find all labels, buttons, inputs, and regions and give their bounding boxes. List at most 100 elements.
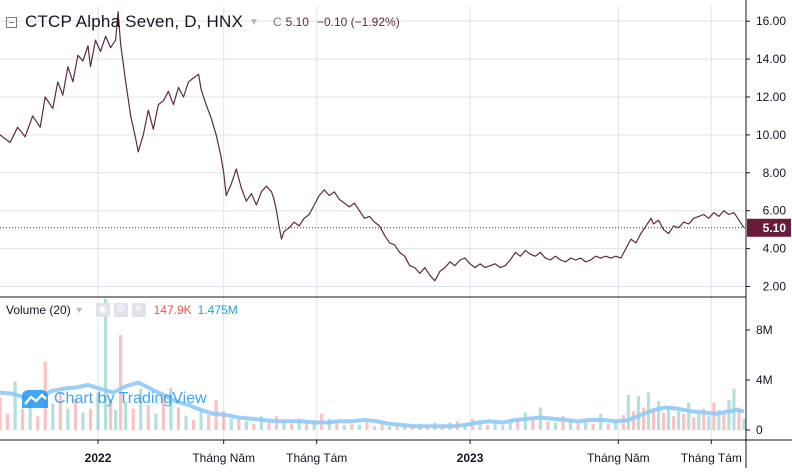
- volume-bar: [661, 412, 666, 430]
- volume-ma-value: 1.475M: [197, 303, 238, 317]
- volume-bar: [103, 298, 108, 430]
- volume-bar: [146, 405, 150, 430]
- symbol-title[interactable]: CTCP Alpha Seven, D, HNX: [25, 12, 244, 31]
- volume-bar: [591, 423, 595, 430]
- volume-bar: [606, 423, 610, 430]
- volume-bar: [677, 411, 681, 430]
- volume-bar: [282, 421, 286, 430]
- volume-bar: [727, 400, 731, 430]
- volume-bar: [222, 411, 226, 430]
- volume-bar: [342, 425, 346, 430]
- volume-bar: [553, 422, 558, 430]
- volume-bar: [626, 395, 630, 430]
- volume-bar: [478, 423, 482, 430]
- volume-bar: [737, 407, 741, 430]
- volume-bar: [692, 417, 696, 430]
- chevron-down-icon[interactable]: ▼: [249, 16, 259, 28]
- volume-bar: [207, 415, 211, 430]
- volume-bar: [21, 408, 25, 430]
- time-tick-label: 2023: [457, 451, 484, 465]
- last-price-label: 5.10: [763, 221, 787, 235]
- volume-bar: [410, 426, 414, 430]
- volume-bar: [576, 422, 580, 430]
- volume-bar: [114, 410, 118, 430]
- volume-bar: [244, 421, 248, 430]
- volume-bar: [108, 398, 113, 430]
- watermark-text: Chart by TradingView: [54, 390, 207, 407]
- volume-bar: [305, 422, 309, 430]
- volume-bar: [184, 416, 188, 430]
- volume-bar: [335, 422, 339, 430]
- close-icon[interactable]: ✕: [131, 303, 146, 317]
- last-price-badge: [747, 218, 791, 237]
- volume-ma-line: [0, 380, 745, 429]
- volume-bar: [636, 396, 641, 430]
- volume-bar: [742, 418, 746, 430]
- last-price-marker: 5.10: [0, 218, 791, 237]
- volume-bar: [697, 412, 701, 430]
- volume-bar: [531, 418, 535, 430]
- volume-bar: [229, 418, 233, 430]
- price-tick-label: 10.00: [756, 128, 786, 142]
- time-tick-label: Tháng Năm: [587, 451, 650, 465]
- volume-bar: [712, 402, 716, 430]
- volume-legend: Volume (20) ▼ ◉ ⚙ ✕ 147.9K 1.475M: [6, 303, 238, 317]
- volume-bar: [641, 407, 646, 430]
- price-tick-label: 6.00: [763, 204, 787, 218]
- volume-bar: [169, 387, 173, 430]
- volume-bar: [387, 426, 392, 430]
- change-value: −0.10 (−1.92%): [316, 15, 400, 29]
- price-series: [0, 11, 745, 282]
- volume-bar: [237, 418, 241, 430]
- volume-bar: [508, 422, 512, 430]
- volume-bar: [13, 381, 17, 430]
- price-tick-label: 4.00: [763, 242, 787, 256]
- volume-bar: [722, 413, 726, 430]
- volume-bar: [365, 422, 369, 430]
- collapse-icon[interactable]: [6, 16, 17, 28]
- volume-bar: [501, 425, 505, 430]
- volume-bar: [51, 403, 55, 430]
- eye-icon[interactable]: ◉: [95, 303, 110, 317]
- price-tick-label: 12.00: [756, 90, 786, 104]
- price-tick-label: 14.00: [756, 52, 786, 66]
- volume-bar: [176, 407, 181, 430]
- volume-value: 147.9K: [153, 303, 192, 317]
- volume-bar: [395, 423, 399, 430]
- price-line: [0, 11, 745, 282]
- watermark[interactable]: Chart by TradingView: [20, 388, 207, 410]
- chevron-down-icon[interactable]: ▼: [74, 305, 84, 315]
- volume-bar: [350, 423, 354, 430]
- price-tick-label: 2.00: [763, 280, 787, 294]
- volume-bar: [702, 408, 706, 430]
- volume-bar: [88, 408, 93, 430]
- volume-bar: [154, 413, 158, 430]
- volume-bar: [523, 412, 527, 430]
- volume-bar: [28, 396, 32, 430]
- volume-bar: [546, 421, 550, 430]
- volume-title[interactable]: Volume (20): [6, 303, 71, 317]
- volume-bar: [584, 418, 588, 430]
- gear-icon[interactable]: ⚙: [113, 303, 128, 317]
- volume-bar: [289, 423, 294, 430]
- volume-bar: [357, 425, 362, 430]
- volume-bar: [0, 397, 2, 430]
- volume-bar: [191, 420, 196, 430]
- volume-bar: [561, 416, 565, 430]
- volume-axis[interactable]: 8M 4M 0: [746, 323, 773, 437]
- price-axis[interactable]: 16.00 14.00 12.00 10.00 8.00 6.00 4.00 2.00: [746, 14, 787, 294]
- volume-bar: [493, 421, 497, 430]
- time-axis[interactable]: 2022 Tháng Năm Tháng Tám 2023 Tháng Năm Tháng…: [85, 440, 742, 465]
- volume-bar: [81, 412, 85, 430]
- volume-bar: [131, 408, 135, 430]
- volume-bar: [36, 416, 40, 430]
- volume-tick-label: 0: [756, 423, 763, 437]
- volume-bar: [717, 410, 721, 430]
- price-tick-label: 16.00: [756, 14, 786, 28]
- volume-tick-label: 8M: [756, 323, 773, 337]
- gridlines: [0, 6, 746, 440]
- volume-ma: [0, 380, 745, 429]
